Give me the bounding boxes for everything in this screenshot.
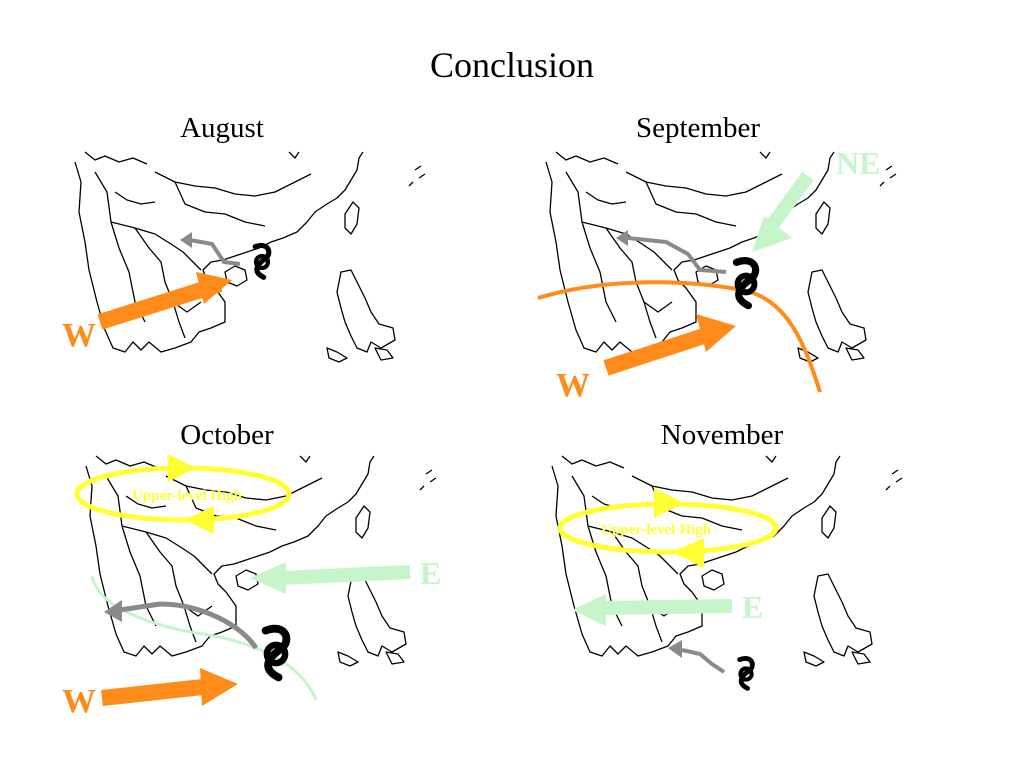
easterly-arrow-october bbox=[281, 565, 411, 585]
track-arrowhead-october bbox=[104, 600, 122, 622]
panel-title-august: August bbox=[180, 112, 264, 144]
panel-title-november: November bbox=[660, 419, 784, 451]
typhoon-symbol bbox=[736, 261, 755, 306]
track-arrowhead-september bbox=[616, 230, 628, 246]
typhoon-symbol bbox=[266, 629, 287, 678]
high-flow-arrow-top-october bbox=[168, 454, 196, 482]
high-flow-arrow-bottom-november bbox=[672, 538, 704, 568]
track-august bbox=[189, 238, 241, 266]
upper-high-label-november: Upper-level High bbox=[601, 522, 712, 538]
track-october bbox=[119, 601, 259, 650]
westerly-arrow-october bbox=[101, 678, 213, 706]
label-ne-september: NE bbox=[836, 145, 880, 181]
label-e-october: E bbox=[420, 555, 441, 591]
label-w-august: W bbox=[62, 317, 96, 354]
panel-title-october: October bbox=[180, 419, 274, 451]
track-arrowhead-august bbox=[180, 232, 192, 248]
high-flow-arrow-top-november bbox=[654, 488, 684, 518]
label-w-september: W bbox=[556, 367, 590, 404]
typhoon-symbol bbox=[740, 658, 753, 688]
typhoon-symbol bbox=[255, 245, 269, 277]
northeasterly-arrow-september bbox=[764, 171, 814, 233]
easterly-arrowhead-october bbox=[250, 562, 286, 594]
panel-title-september: September bbox=[635, 112, 760, 144]
westerly-arrowhead-august bbox=[196, 272, 232, 304]
upper-high-label-october: Upper-level High bbox=[132, 488, 243, 504]
map-august bbox=[74, 151, 426, 363]
easterly-arrowhead-november bbox=[572, 594, 606, 626]
westerly-arrowhead-october bbox=[200, 668, 238, 706]
green-track-october bbox=[90, 575, 318, 701]
label-w-october: W bbox=[62, 683, 96, 720]
map-november bbox=[551, 455, 903, 667]
label-e-november: E bbox=[742, 589, 763, 625]
track-september bbox=[627, 236, 727, 274]
track-arrowhead-november bbox=[668, 640, 682, 658]
track-november bbox=[681, 648, 726, 674]
high-flow-arrow-bottom-october bbox=[184, 506, 214, 534]
westerly-arrowhead-september bbox=[696, 314, 736, 352]
slide-title: Conclusion bbox=[429, 45, 594, 85]
easterly-arrow-november bbox=[603, 599, 733, 615]
northeasterly-arrowhead-september bbox=[752, 216, 792, 252]
westerly-arrow-september bbox=[603, 326, 713, 376]
westerly-arrow-august bbox=[97, 276, 223, 330]
